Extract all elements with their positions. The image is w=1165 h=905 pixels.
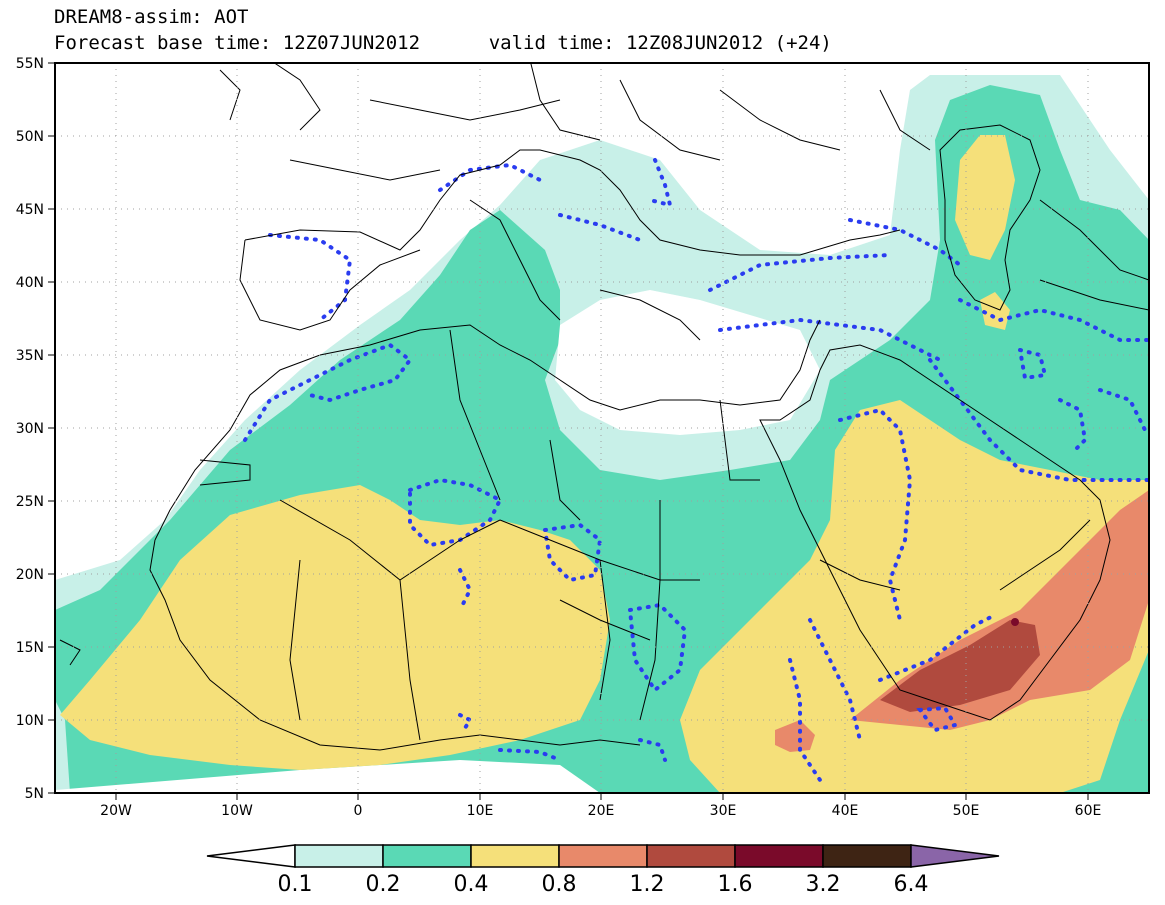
colorbar-segment — [734, 844, 824, 868]
lat-label-15n: 15N — [16, 640, 44, 656]
valid-time: valid time: 12Z08JUN2012 (+24) — [488, 32, 832, 54]
colorbar-segment — [646, 844, 736, 868]
base-time: Forecast base time: 12Z07JUN2012 — [54, 32, 421, 54]
colorbar-level-label: 0.4 — [454, 872, 489, 897]
aot-band-0.4-west — [60, 485, 610, 770]
lon-label-10w: 10W — [221, 803, 253, 819]
aot-band-1.2 — [880, 620, 1040, 712]
map-title: DREAM8-assim: AOT — [54, 6, 249, 28]
lat-label-30n: 30N — [16, 421, 44, 437]
colorbar — [206, 844, 1000, 868]
colorbar-level-label: 6.4 — [894, 872, 929, 897]
colorbar-level-label: 1.6 — [718, 872, 753, 897]
lon-label-0: 0 — [354, 803, 363, 819]
colorbar-labels: 0.1 0.2 0.4 0.8 1.2 1.6 3.2 6.4 — [278, 872, 929, 897]
map-subtitle: Forecast base time: 12Z07JUN2012 valid t… — [54, 32, 832, 54]
tick-marks — [48, 62, 1089, 800]
colorbar-level-label: 1.2 — [630, 872, 665, 897]
lat-label-25n: 25N — [16, 494, 44, 510]
lon-label-20w: 20W — [100, 803, 132, 819]
aot-clear-south — [55, 760, 600, 793]
lat-label-55n: 55N — [16, 56, 44, 72]
colorbar-level-label: 0.8 — [542, 872, 577, 897]
colorbar-segment-over — [910, 844, 1000, 868]
colorbar-segment — [470, 844, 560, 868]
lat-label-20n: 20N — [16, 567, 44, 583]
aot-clear-mediterranean — [555, 290, 820, 435]
coastlines-borders — [59, 63, 1149, 751]
lat-label-50n: 50N — [16, 129, 44, 145]
colorbar-segment — [294, 844, 384, 868]
lon-label-20e: 20E — [588, 803, 615, 819]
lon-label-50e: 50E — [953, 803, 980, 819]
colorbar-segment — [382, 844, 472, 868]
lon-label-10e: 10E — [467, 803, 494, 819]
lon-label-60e: 60E — [1075, 803, 1102, 819]
aot-band-0.8-somalia — [775, 720, 815, 752]
colorbar-segment — [822, 844, 912, 868]
graticule — [55, 63, 1149, 793]
aot-dotted-contours — [243, 158, 1149, 782]
colorbar-level-label: 0.2 — [366, 872, 401, 897]
lat-label-10n: 10N — [16, 713, 44, 729]
lat-label-5n: 5N — [25, 786, 44, 802]
lon-labels: 20W 10W 0 10E 20E 30E 40E 50E 60E — [100, 803, 1101, 819]
lat-labels: 55N 50N 45N 40N 35N 30N 25N 20N 15N 10N … — [16, 56, 44, 802]
map-layers — [55, 63, 1149, 793]
lat-label-45n: 45N — [16, 202, 44, 218]
aot-clear-north — [55, 63, 900, 570]
aot-band-1.6 — [1011, 618, 1019, 626]
colorbar-level-label: 3.2 — [806, 872, 841, 897]
colorbar-segment — [558, 844, 648, 868]
lat-label-35n: 35N — [16, 348, 44, 364]
colorbar-segment-under — [206, 844, 296, 868]
colorbar-level-label: 0.1 — [278, 872, 313, 897]
aot-band-0.4-caspian — [955, 135, 1015, 260]
lon-label-30e: 30E — [710, 803, 737, 819]
lon-label-40e: 40E — [832, 803, 859, 819]
lat-label-40n: 40N — [16, 275, 44, 291]
